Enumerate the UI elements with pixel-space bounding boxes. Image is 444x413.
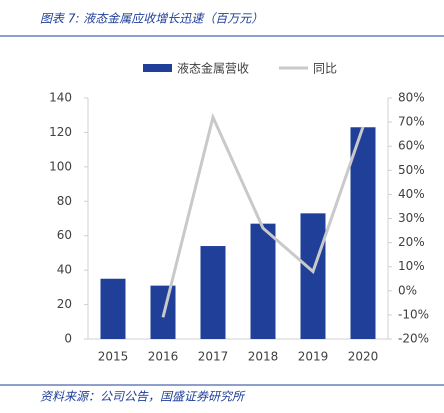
y2-tick-label: 40%	[398, 187, 425, 201]
legend-swatch	[143, 64, 172, 72]
source-note: 资料来源：公司公告，国盛证券研究所	[40, 390, 246, 404]
y2-tick-label: 20%	[398, 235, 425, 249]
legend-label: 同比	[313, 62, 337, 76]
y2-tick-label: -10%	[398, 307, 429, 321]
bar	[350, 127, 376, 339]
y2-tick-label: -20%	[398, 332, 429, 346]
y2-tick-label: 80%	[398, 91, 425, 105]
y2-tick-label: 50%	[398, 163, 425, 177]
y-tick-label: 20	[57, 297, 72, 311]
y-tick-label: 80	[57, 194, 72, 208]
y-tick-label: 100	[49, 159, 72, 173]
y2-tick-label: 30%	[398, 211, 425, 225]
x-tick-label: 2020	[348, 350, 379, 364]
chart-title: 图表 7: 液态金属应收增长迅速（百万元）	[40, 12, 263, 26]
y-tick-label: 0	[64, 332, 72, 346]
line	[161, 112, 365, 318]
bar	[200, 246, 226, 339]
y-tick-label: 120	[49, 125, 72, 139]
x-tick-label: 2019	[298, 350, 329, 364]
bar	[300, 213, 326, 339]
bar	[250, 223, 276, 339]
x-tick-label: 2015	[98, 350, 129, 364]
y-tick-label: 60	[57, 228, 72, 242]
x-tick-label: 2016	[148, 350, 179, 364]
y-tick-label: 140	[49, 91, 72, 105]
bar	[100, 278, 126, 339]
y-tick-label: 40	[57, 263, 72, 277]
x-tick-label: 2018	[248, 350, 279, 364]
x-tick-label: 2017	[198, 350, 229, 364]
y2-tick-label: 60%	[398, 139, 425, 153]
y2-tick-label: 0%	[398, 283, 417, 297]
y2-tick-label: 10%	[398, 259, 425, 273]
y2-tick-label: 70%	[398, 115, 425, 129]
legend-label: 液态金属营收	[177, 61, 249, 76]
